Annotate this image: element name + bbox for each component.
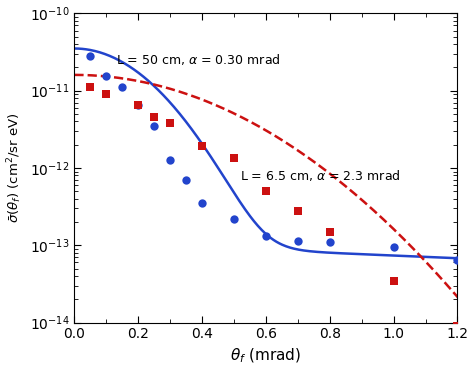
Text: L = 50 cm, $\mathit{\alpha}$ = 0.30 mrad: L = 50 cm, $\mathit{\alpha}$ = 0.30 mrad <box>116 52 281 67</box>
X-axis label: $\theta_f$ (mrad): $\theta_f$ (mrad) <box>230 347 301 365</box>
Y-axis label: $\bar{\sigma}(\theta_f)$ (cm$^2$/sr eV): $\bar{\sigma}(\theta_f)$ (cm$^2$/sr eV) <box>6 113 24 223</box>
Text: L = 6.5 cm, $\mathit{\alpha}$ = 2.3 mrad: L = 6.5 cm, $\mathit{\alpha}$ = 2.3 mrad <box>240 168 401 183</box>
